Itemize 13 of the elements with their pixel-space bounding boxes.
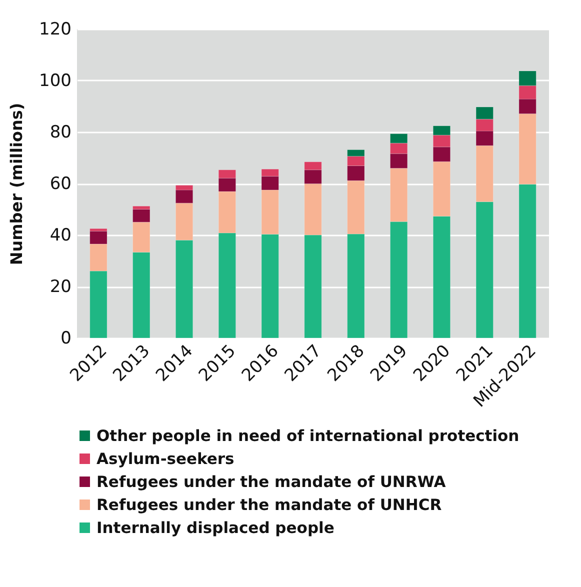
legend-label: Other people in need of international protection bbox=[96, 426, 520, 445]
y-tick-label: 0 bbox=[60, 328, 72, 348]
legend-label: Refugees under the mandate of UNRWA bbox=[96, 472, 446, 491]
legend-label: Refugees under the mandate of UNHCR bbox=[96, 496, 442, 514]
legend-label: Internally displaced people bbox=[96, 518, 334, 537]
y-axis-title: Number (millions) bbox=[7, 102, 26, 266]
y-tick-label: 80 bbox=[50, 122, 72, 142]
y-tick-label: 60 bbox=[50, 174, 72, 194]
y-tick-label: 40 bbox=[50, 226, 72, 246]
y-tick-label: 100 bbox=[39, 71, 72, 91]
y-tick-label: 120 bbox=[39, 20, 72, 40]
legend-label: Asylum-seekers bbox=[96, 450, 234, 468]
y-tick-label: 20 bbox=[50, 277, 72, 297]
